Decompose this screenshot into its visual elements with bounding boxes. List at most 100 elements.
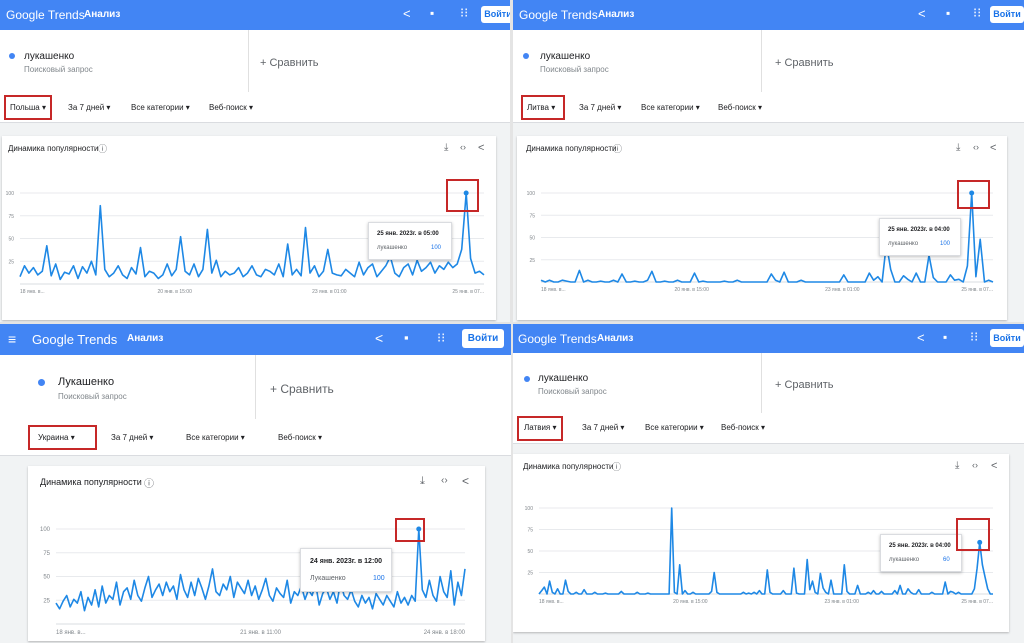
query-type: Поисковый запрос	[58, 392, 127, 401]
x-tick-label: 21 янв. в 11:00	[240, 630, 282, 636]
embed-icon[interactable]: ‹›	[972, 460, 978, 470]
sign-in-button[interactable]: Войти	[990, 6, 1024, 23]
region-select[interactable]: Польша ▾	[10, 103, 46, 112]
region-select[interactable]: Украина ▾	[38, 433, 75, 442]
search-type-select[interactable]: Веб-поиск ▾	[278, 433, 322, 442]
filter-bar: Польша ▾ За 7 дней ▾ Все категории ▾ Веб…	[0, 92, 510, 123]
apps-icon[interactable]: ⁝⁝	[437, 330, 446, 345]
series-dot	[523, 53, 529, 59]
embed-icon[interactable]: ‹›	[973, 142, 979, 152]
trends-panel-ukraine: ≡ Google Trends Анализ < ▪ ⁝⁝ Войти Лука…	[0, 324, 511, 643]
sign-in-button[interactable]: Войти	[481, 6, 510, 23]
region-value: Литва	[527, 103, 549, 112]
share-icon[interactable]: <	[375, 330, 384, 346]
highlight-point	[416, 526, 422, 532]
category-select[interactable]: Все категории ▾	[131, 103, 190, 112]
top-bar: Google Trends Анализ < ▪ ⁝⁝ Войти	[513, 0, 1024, 30]
highlight-box	[956, 518, 990, 551]
period-select[interactable]: За 7 дней ▾	[111, 433, 153, 442]
y-tick-label: 75	[529, 213, 535, 219]
download-icon[interactable]: ⤓	[420, 475, 425, 487]
share-icon[interactable]: <	[990, 142, 997, 154]
google-trends-logo[interactable]: Google Trends	[519, 8, 598, 22]
share-icon[interactable]: <	[917, 330, 925, 345]
x-tick-label: 20 янв. в 15:00	[674, 287, 709, 293]
chevron-down-icon: ▾	[695, 103, 700, 112]
y-tick-label: 75	[8, 214, 14, 220]
query-box: лукашенко Поисковый запрос + Сравнить	[513, 353, 1024, 414]
feedback-icon[interactable]: ▪	[404, 330, 409, 345]
category-select[interactable]: Все категории ▾	[186, 433, 245, 442]
feedback-icon[interactable]: ▪	[946, 6, 951, 20]
google-trends-logo[interactable]: Google Trends	[32, 332, 118, 347]
google-trends-logo[interactable]: Google Trends	[6, 8, 85, 22]
compare-button[interactable]: + Сравнить	[270, 382, 334, 396]
query-term[interactable]: лукашенко	[540, 51, 591, 62]
region-select[interactable]: Латвия ▾	[524, 423, 557, 432]
apps-icon[interactable]: ⁝⁝	[460, 5, 469, 20]
y-tick-label: 100	[6, 191, 15, 197]
query-term[interactable]: лукашенко	[538, 373, 589, 384]
compare-button[interactable]: + Сравнить	[775, 57, 834, 69]
period-select[interactable]: За 7 дней ▾	[579, 103, 621, 112]
tooltip-value: 100	[940, 241, 951, 247]
share-icon[interactable]: <	[918, 6, 926, 21]
page-title: Анализ	[598, 9, 635, 20]
x-tick-label: 18 янв. в...	[20, 289, 45, 295]
search-type-value: Веб-поиск	[278, 433, 316, 442]
chevron-down-icon: ▾	[699, 423, 704, 432]
search-type-select[interactable]: Веб-поиск ▾	[209, 103, 253, 112]
chevron-down-icon: ▾	[552, 423, 557, 432]
menu-icon[interactable]: ≡	[8, 331, 17, 347]
google-trends-logo[interactable]: Google Trends	[518, 332, 597, 346]
share-icon[interactable]: <	[462, 474, 470, 488]
apps-icon[interactable]: ⁝⁝	[973, 5, 982, 20]
share-icon[interactable]: <	[478, 142, 485, 154]
feedback-icon[interactable]: ▪	[430, 6, 435, 20]
sign-in-button[interactable]: Войти	[462, 329, 504, 348]
y-tick-label: 50	[43, 575, 50, 581]
chart-tooltip: 25 янв. 2023г. в 04:00 лукашенко 100	[879, 218, 961, 256]
chevron-down-icon: ▾	[760, 423, 765, 432]
help-icon[interactable]: ⓘ	[144, 479, 154, 490]
divider	[761, 30, 762, 92]
download-icon[interactable]: ⤓	[955, 460, 960, 471]
help-icon[interactable]: ⓘ	[612, 462, 622, 472]
compare-label: Сравнить	[784, 57, 834, 69]
search-type-select[interactable]: Веб-поиск ▾	[721, 423, 765, 432]
embed-icon[interactable]: ‹›	[460, 142, 466, 152]
share-icon[interactable]: <	[991, 460, 998, 472]
apps-icon[interactable]: ⁝⁝	[970, 329, 979, 344]
sign-in-button[interactable]: Войти	[990, 329, 1024, 347]
period-select[interactable]: За 7 дней ▾	[582, 423, 624, 432]
card-title: Динамика популярности	[40, 477, 142, 487]
feedback-icon[interactable]: ▪	[943, 330, 948, 344]
highlight-box	[395, 518, 425, 542]
query-term[interactable]: лукашенко	[24, 51, 75, 62]
category-value: Все категории	[131, 103, 184, 112]
highlight-point	[977, 539, 983, 545]
region-select[interactable]: Литва ▾	[527, 103, 555, 112]
embed-icon[interactable]: ‹›	[441, 475, 448, 486]
query-box: лукашенко Поисковый запрос + Сравнить	[513, 30, 1024, 93]
share-icon[interactable]: <	[403, 6, 411, 21]
card-title: Динамика популярности	[523, 462, 614, 471]
download-icon[interactable]: ⤓	[956, 142, 961, 153]
interest-over-time-card: Динамика популярности ⓘ ⤓ ‹› < 100 75 50 25…	[2, 136, 496, 320]
filter-bar: Литва ▾ За 7 дней ▾ Все категории ▾ Веб-…	[513, 92, 1024, 123]
search-type-value: Веб-поиск	[721, 423, 759, 432]
search-type-select[interactable]: Веб-поиск ▾	[718, 103, 762, 112]
query-term[interactable]: Лукашенко	[58, 376, 115, 388]
period-select[interactable]: За 7 дней ▾	[68, 103, 110, 112]
help-icon[interactable]: ⓘ	[613, 144, 623, 154]
category-select[interactable]: Все категории ▾	[645, 423, 704, 432]
query-box: лукашенко Поисковый запрос + Сравнить	[0, 30, 510, 93]
help-icon[interactable]: ⓘ	[98, 144, 108, 154]
compare-button[interactable]: + Сравнить	[260, 57, 319, 69]
region-value: Украина	[38, 433, 69, 442]
compare-button[interactable]: + Сравнить	[775, 379, 834, 391]
trends-panel-latvia: Google Trends Анализ < ▪ ⁝⁝ Войти лукаше…	[513, 324, 1024, 643]
query-type: Поисковый запрос	[540, 65, 609, 74]
download-icon[interactable]: ⤓	[444, 142, 449, 153]
category-select[interactable]: Все категории ▾	[641, 103, 700, 112]
